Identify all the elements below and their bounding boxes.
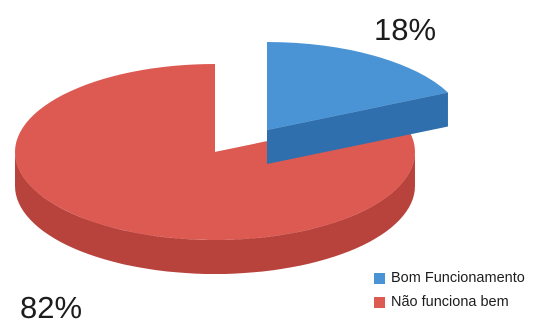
slice-side-nao-funciona-bem [15,152,415,274]
legend-label-nao-funciona-bem: Não funciona bem [391,294,509,310]
chart-legend: Bom Funcionamento Não funciona bem [374,268,525,312]
data-label-bom-funcionamento: 18% [374,12,436,47]
data-label-nao-funciona-bem: 82% [20,290,82,325]
legend-item-nao-funciona-bem: Não funciona bem [374,292,525,312]
legend-swatch-bom-funcionamento [374,272,385,284]
slice-wall-bom-funcionamento [267,92,448,164]
slice-nao-funciona-bem [14,64,415,240]
legend-label-bom-funcionamento: Bom Funcionamento [391,270,525,286]
slice-bom-funcionamento [267,42,448,130]
legend-swatch-nao-funciona-bem [374,296,385,308]
legend-item-bom-funcionamento: Bom Funcionamento [374,268,525,288]
